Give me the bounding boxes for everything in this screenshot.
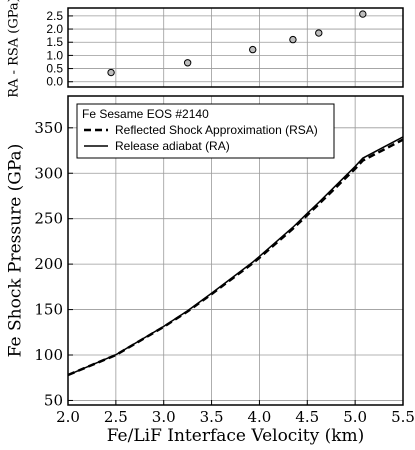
top-points xyxy=(107,10,367,77)
main-x-tick-label: 3.5 xyxy=(200,408,224,426)
top-data-point xyxy=(289,35,297,44)
ra-line xyxy=(67,136,404,376)
top-y-tick-label: 0.5 xyxy=(46,62,63,76)
main-y-tick-label: 100 xyxy=(34,346,63,364)
main-y-axis-label: Fe Shock Pressure (GPa) xyxy=(6,144,26,358)
top-y-tick-label: 0.0 xyxy=(46,75,63,89)
main-x-tick-label: 5.0 xyxy=(343,408,367,426)
top-y-tick-label: 2.5 xyxy=(46,9,63,23)
main-x-tick-label: 2.0 xyxy=(56,408,80,426)
main-y-tick-label: 250 xyxy=(34,210,63,228)
legend-label-rsa: Reflected Shock Approximation (RSA) xyxy=(115,123,318,137)
top-y-tick-label: 1.5 xyxy=(46,35,63,49)
main-x-tick-label: 3.0 xyxy=(152,408,176,426)
main-x-tick-label: 2.5 xyxy=(104,408,128,426)
main-x-tick-label: 4.0 xyxy=(247,408,271,426)
rsa-line xyxy=(67,138,404,377)
main-x-tick-label: 5.5 xyxy=(391,408,415,426)
main-x-tick-label: 4.5 xyxy=(295,408,319,426)
top-data-point xyxy=(249,45,257,54)
legend-title: Fe Sesame EOS #2140 xyxy=(82,107,209,121)
top-y-ticks: 0.00.51.01.52.02.5 xyxy=(46,9,73,89)
main-x-ticks: 2.0 2.5 3.0 3.5 4.0 4.5 5.0 5.5 xyxy=(56,400,415,426)
main-frame xyxy=(67,95,404,406)
top-panel: 0.00.51.01.52.02.5 RA - RSA (GPa) xyxy=(7,0,404,98)
main-x-axis-label: Fe/LiF Interface Velocity (km) xyxy=(107,426,365,446)
top-y-tick-label: 2.0 xyxy=(46,22,63,36)
main-panel: 2.0 2.5 3.0 3.5 4.0 4.5 5.0 5.5 50 100 150 200 250 3… xyxy=(6,95,415,446)
main-y-ticks: 50 100 150 200 250 300 350 xyxy=(34,119,73,409)
main-y-tick-label: 200 xyxy=(34,255,63,273)
top-y-axis-label: RA - RSA (GPa) xyxy=(7,0,22,98)
legend-label-ra: Release adiabat (RA) xyxy=(115,139,230,153)
main-y-tick-label: 300 xyxy=(34,164,63,182)
top-data-point xyxy=(183,59,192,67)
top-grid xyxy=(67,8,404,87)
main-lines xyxy=(67,136,404,377)
main-y-tick-label: 350 xyxy=(34,119,63,137)
top-data-point xyxy=(359,10,367,18)
main-y-tick-label: 50 xyxy=(44,391,63,409)
legend-box xyxy=(76,103,335,159)
top-data-point xyxy=(315,29,323,37)
top-frame xyxy=(67,7,404,88)
top-y-tick-label: 1.0 xyxy=(46,48,63,62)
top-data-point xyxy=(107,68,115,77)
main-y-tick-label: 150 xyxy=(34,301,63,319)
legend: Fe Sesame EOS #2140 Reflected Shock Appr… xyxy=(76,103,335,159)
